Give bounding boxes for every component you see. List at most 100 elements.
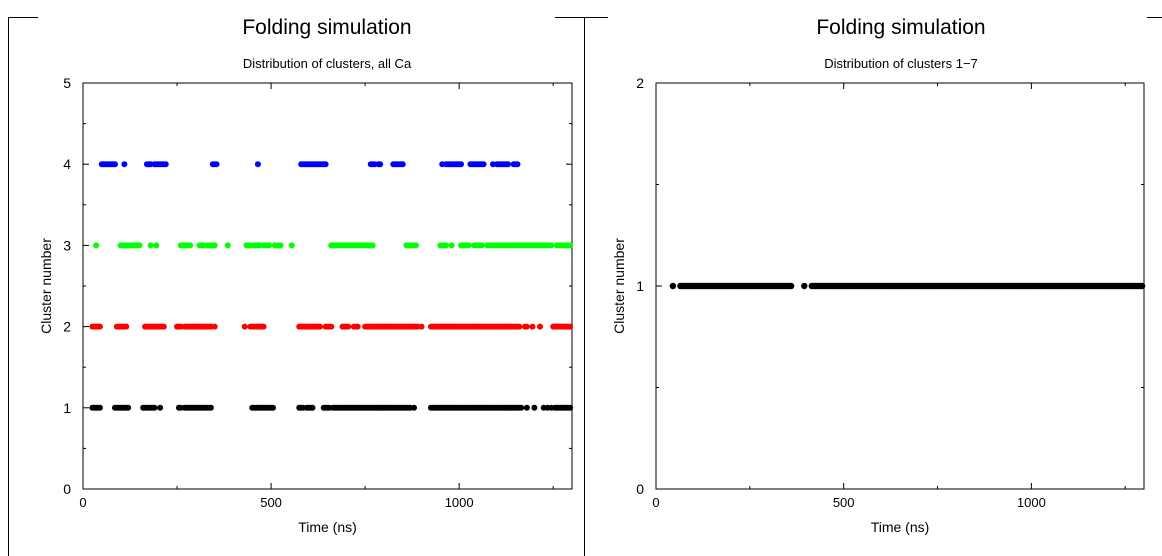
- chart-left: Folding simulation Distribution of cluste…: [38, 16, 574, 535]
- chart-subtitle: Distribution of clusters 1−7: [824, 56, 978, 71]
- data-point: [213, 161, 220, 168]
- data-point: [442, 242, 449, 249]
- y-tick-label: 2: [63, 319, 71, 335]
- data-point: [377, 161, 384, 168]
- chart-title: Folding simulation: [242, 16, 411, 39]
- data-point: [136, 242, 143, 249]
- data-point: [523, 404, 530, 411]
- data-point: [465, 242, 472, 249]
- data-point: [478, 242, 485, 249]
- data-point: [669, 282, 677, 290]
- data-point: [309, 404, 316, 411]
- data-point: [266, 242, 273, 249]
- data-point: [369, 242, 376, 249]
- x-tick-label: 0: [652, 495, 659, 510]
- data-point: [516, 323, 523, 330]
- chart-title: Folding simulation: [816, 16, 985, 39]
- data-point: [322, 161, 329, 168]
- chart-panel-right: Folding simulation Distribution of cluste…: [585, 0, 1162, 556]
- data-point: [111, 161, 118, 168]
- data-point: [567, 323, 574, 330]
- data-point: [160, 323, 167, 330]
- data-point: [316, 323, 323, 330]
- data-point: [505, 161, 512, 168]
- data-point: [147, 242, 154, 249]
- data-point: [211, 323, 218, 330]
- series-0: [89, 404, 574, 411]
- series-1: [89, 323, 574, 330]
- series-0: [669, 282, 1146, 290]
- plot-area-frame: [82, 82, 573, 490]
- data-point: [96, 404, 103, 411]
- frame-left-edge: [8, 17, 9, 556]
- data-point: [211, 242, 218, 249]
- data-point: [787, 282, 795, 290]
- data-point: [529, 323, 536, 330]
- data-point: [187, 242, 194, 249]
- y-tick-label: 1: [63, 400, 71, 416]
- data-point: [523, 323, 530, 330]
- data-point: [518, 404, 525, 411]
- data-point: [458, 161, 465, 168]
- y-axis-label: Cluster number: [38, 238, 54, 334]
- data-point: [531, 404, 538, 411]
- data-point: [269, 404, 276, 411]
- data-point: [328, 323, 335, 330]
- data-point: [288, 242, 295, 249]
- data-point: [801, 282, 808, 290]
- x-tick-label: 500: [833, 495, 855, 510]
- data-point: [93, 242, 100, 249]
- data-point: [418, 323, 425, 330]
- data-point: [260, 323, 267, 330]
- data-point: [207, 404, 214, 411]
- data-point: [399, 161, 406, 168]
- data-point: [345, 323, 352, 330]
- data-point: [277, 242, 284, 249]
- data-point: [1138, 282, 1146, 290]
- y-tick-label: 1: [636, 278, 644, 294]
- x-tick-label: 1000: [1017, 495, 1046, 510]
- data-point: [121, 161, 128, 168]
- data-point: [514, 161, 521, 168]
- frame-corner-top-right: [1147, 17, 1162, 18]
- data-point: [254, 161, 261, 168]
- y-axis-label: Cluster number: [611, 238, 627, 334]
- chart-panel-left: Folding simulation Distribution of cluste…: [8, 16, 585, 556]
- x-tick-label: 1000: [445, 495, 474, 510]
- data-point: [162, 161, 169, 168]
- frame-corner-top-right: [555, 17, 585, 18]
- series-2: [93, 242, 574, 249]
- y-tick-label: 4: [63, 156, 71, 172]
- y-tick-label: 2: [636, 75, 644, 91]
- data-point: [567, 242, 574, 249]
- data-point: [157, 404, 164, 411]
- data-point: [548, 242, 555, 249]
- data-point: [123, 323, 130, 330]
- y-tick-label: 0: [63, 481, 71, 497]
- x-tick-label: 0: [79, 495, 86, 510]
- data-point: [151, 404, 158, 411]
- data-point: [480, 161, 487, 168]
- series-3: [98, 161, 521, 168]
- x-axis-label: Time (ns): [871, 519, 930, 535]
- x-tick-label: 500: [260, 495, 282, 510]
- chart-subtitle: Distribution of clusters, all Ca: [243, 56, 412, 71]
- data-point: [153, 242, 160, 249]
- data-point: [411, 404, 418, 411]
- y-tick-label: 3: [63, 237, 71, 253]
- data-point: [567, 404, 574, 411]
- data-point: [224, 242, 231, 249]
- frame-corner-top-left: [8, 17, 38, 18]
- chart-right: Folding simulation Distribution of cluste…: [611, 16, 1146, 535]
- frame-corner-top-left: [585, 17, 608, 18]
- data-point: [412, 242, 419, 249]
- y-tick-label: 0: [636, 481, 644, 497]
- y-tick-label: 5: [63, 75, 71, 91]
- data-point: [241, 323, 248, 330]
- data-point: [448, 242, 455, 249]
- x-axis-label: Time (ns): [298, 519, 357, 535]
- frame-right-edge: [584, 17, 585, 556]
- data-point: [125, 404, 132, 411]
- data-point: [96, 323, 103, 330]
- data-point: [537, 323, 544, 330]
